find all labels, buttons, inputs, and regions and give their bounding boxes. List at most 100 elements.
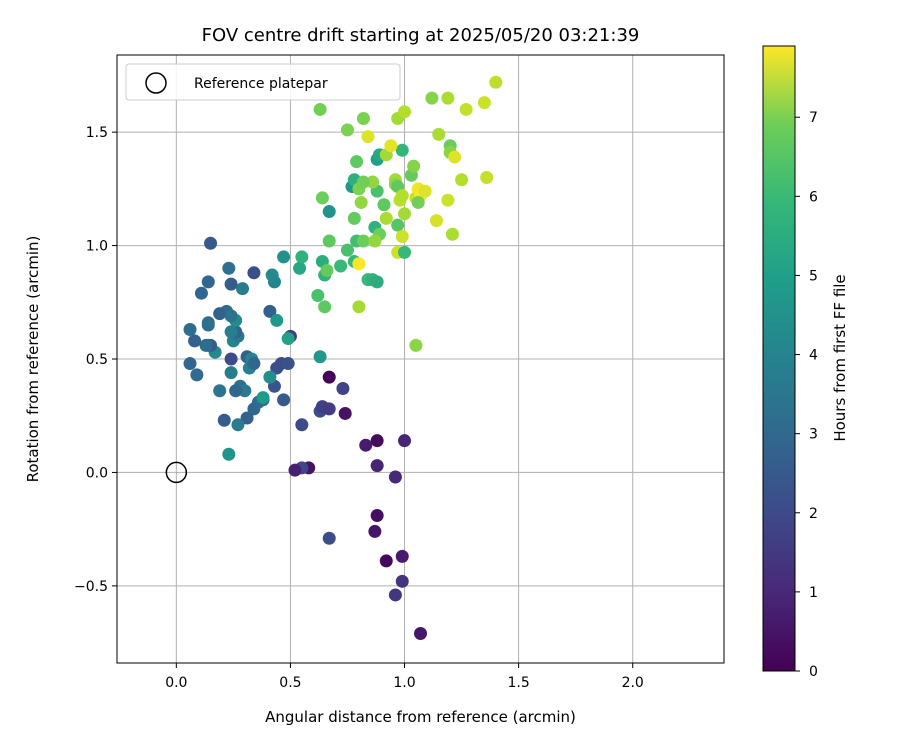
data-point [445,227,459,241]
x-axis-label: Angular distance from reference (arcmin) [265,708,576,726]
data-point [322,234,336,248]
data-point [356,234,370,248]
colorbar-tick-label: 2 [809,506,818,522]
x-tick-label: 2.0 [622,675,644,691]
data-point [361,130,375,144]
colorbar-label: Hours from first FF file [831,274,849,441]
data-point [395,229,409,243]
colorbar-tick-label: 1 [809,585,818,601]
colorbar-tick-label: 3 [809,427,818,443]
data-point [391,218,405,232]
data-point [370,509,384,523]
data-point [322,370,336,384]
x-tick-label: 0.5 [279,675,301,691]
data-point [313,102,327,116]
data-point [441,91,455,105]
data-point [213,384,227,398]
data-point [236,282,250,296]
data-point [263,304,277,318]
data-point [224,325,238,339]
data-point [338,406,352,420]
data-point [183,357,197,371]
colorbar-ticks: 0 1 2 3 4 5 6 7 [795,110,818,680]
data-point [395,574,409,588]
x-axis-ticks: 0.0 0.5 1.0 1.5 2.0 [165,663,644,691]
reference-platepar-marker [165,461,188,484]
data-point [370,434,384,448]
data-point [240,411,254,425]
data-point [238,384,252,398]
data-point [356,112,370,126]
data-point [455,173,469,187]
legend-box [125,63,401,101]
data-point [395,549,409,563]
data-point [320,264,334,278]
y-tick-label: 0.5 [86,352,108,368]
data-point [322,531,336,545]
data-point [295,250,309,264]
y-axis-label: Rotation from reference (arcmin) [24,236,42,483]
data-point [224,277,238,291]
data-point [340,123,354,137]
grid [117,55,724,663]
data-point [256,391,270,405]
data-point [418,184,432,198]
data-point [334,259,348,273]
data-point [340,243,354,257]
data-point [224,366,238,380]
y-tick-label: −0.5 [74,579,108,595]
legend-reference-marker [145,72,167,94]
data-point [368,524,382,538]
y-tick-label: 1.0 [86,239,108,255]
data-point [199,338,213,352]
data-point [448,150,462,164]
x-tick-label: 1.5 [507,675,529,691]
data-point [384,139,398,153]
data-point [194,286,208,300]
data-point [398,434,412,448]
colorbar-tick-label: 4 [809,348,818,364]
data-point [359,438,373,452]
data-point [201,275,215,289]
data-point [366,175,380,189]
legend-entry-reference-platepar: Reference platepar [194,76,328,92]
data-point [425,91,439,105]
data-point [281,357,295,371]
data-point [370,459,384,473]
data-point [370,275,384,289]
data-point [265,268,279,282]
data-point [350,155,364,169]
data-point [277,393,291,407]
data-point [229,384,243,398]
y-tick-label: 0.0 [86,465,108,481]
colorbar-tick-label: 6 [809,189,818,205]
colorbar-tick-label: 5 [809,268,818,284]
data-point [480,171,494,185]
data-point [247,266,261,280]
data-point [183,323,197,337]
chart-title: FOV centre drift starting at 2025/05/20 … [202,25,640,46]
data-point [224,309,238,323]
data-point [489,75,503,89]
y-axis-ticks: −0.5 0.0 0.5 1.0 1.5 [74,125,117,595]
data-point [315,191,329,205]
colorbar-tick-label: 0 [809,664,818,680]
data-point [204,236,218,250]
data-point [477,96,491,110]
colorbar-tick-label: 7 [809,110,818,126]
data-point [217,413,231,427]
data-point [295,418,309,432]
data-point [432,127,446,141]
colorbar-gradient [762,45,796,672]
data-point [356,175,370,189]
data-point [352,257,366,271]
data-point [379,211,393,225]
data-point [247,357,261,371]
data-point [322,402,336,416]
data-point [395,143,409,157]
data-point [201,316,215,330]
x-tick-label: 1.0 [393,675,415,691]
data-point [288,463,302,477]
y-tick-label: 1.5 [86,125,108,141]
